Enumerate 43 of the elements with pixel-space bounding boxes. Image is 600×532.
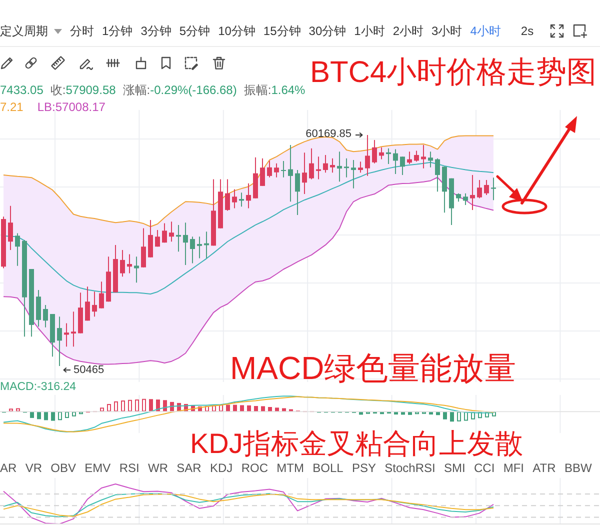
text: 7.21 (0, 100, 24, 114)
text: 1分钟 (102, 23, 133, 39)
text: CCI (474, 461, 495, 475)
text: LB:57008.17 (37, 100, 106, 114)
text: 涨幅:-0.29%(-166.68) (122, 83, 237, 97)
text: 30分钟 (308, 23, 346, 39)
text: AR (0, 461, 17, 475)
text: SAR (176, 461, 202, 475)
text: ATR (532, 461, 556, 475)
text: 定义周期 (0, 23, 48, 39)
text: VR (25, 461, 42, 475)
text: 10分钟 (218, 23, 256, 39)
text: 3分钟 (140, 23, 172, 39)
text: 1小时 (354, 23, 385, 39)
text: MACD:-316.24 (0, 381, 76, 394)
text: ROC (241, 461, 268, 475)
text: 收:57909.58 (50, 83, 116, 97)
text: 振幅:1.64% (244, 83, 306, 97)
text: StochRSI (384, 461, 436, 475)
text: 2s (520, 23, 534, 39)
text: SMI (444, 461, 466, 475)
text: 15分钟 (263, 23, 301, 39)
text: KDJ (210, 461, 233, 475)
text: 4小时 (470, 23, 501, 39)
text: 2小时 (392, 23, 424, 39)
text: 5分钟 (179, 23, 210, 39)
chart-title: MACD绿色量能放量 (230, 350, 516, 386)
text: BOLL (312, 461, 344, 475)
text: 3小时 (432, 23, 462, 39)
text: 分时 (70, 23, 94, 39)
annotation: 60169.85 (306, 128, 352, 141)
text: BBW (564, 461, 592, 475)
chart-title: KDJ指标金叉粘合向上发散 (190, 428, 523, 459)
text: WR (148, 461, 168, 475)
text: OBV (50, 461, 76, 475)
text: EMV (84, 461, 111, 475)
text: RSI (119, 461, 140, 475)
text: PSY (352, 461, 376, 475)
text: 7433.05 (0, 83, 44, 97)
annotation: 50465 (74, 364, 104, 377)
text: MFI (503, 461, 524, 475)
chart-title: BTC4小时价格走势图 (310, 56, 597, 89)
text: MTM (276, 461, 304, 475)
